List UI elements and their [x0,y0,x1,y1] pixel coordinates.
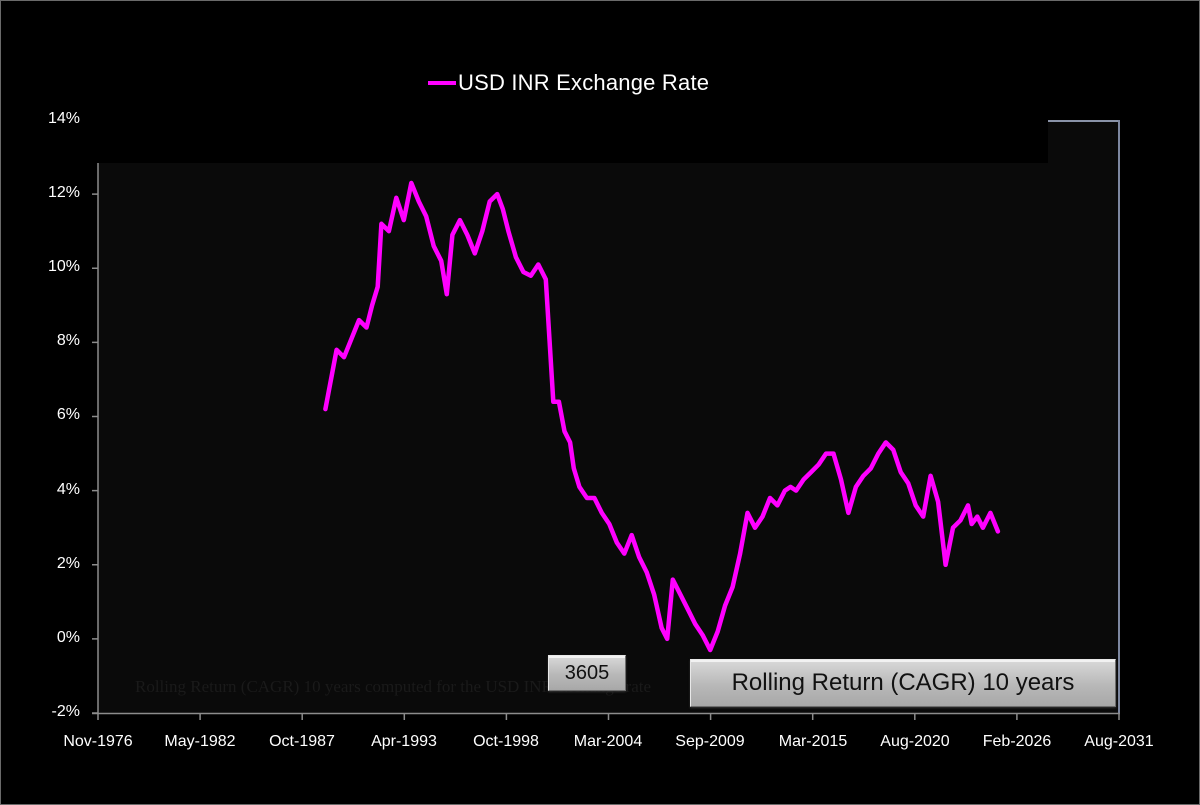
y-tick-label: 0% [56,629,80,646]
x-tick-label: Aug-2031 [1084,733,1154,750]
data-point-count-button[interactable]: 3605 [548,655,626,691]
series-line-usd-inr [323,180,1001,653]
x-tick-label: Oct-1998 [473,733,539,750]
x-tick-label: Feb-2026 [982,733,1052,750]
y-tick-label: 12% [47,184,80,201]
y-tick-label: 8% [56,332,80,349]
y-tick-label: 6% [56,406,80,423]
legend-label: USD INR Exchange Rate [458,70,710,95]
x-tick-label: Apr-1993 [371,733,437,750]
plot-border-right [1118,120,1120,713]
legend-swatch-usd-inr [428,81,456,85]
x-tick-label: Oct-1987 [269,733,335,750]
x-tick-label: Mar-2015 [778,733,848,750]
watermark-text: Rolling Return (CAGR) 10 years computed … [135,677,652,696]
x-tick-label: Mar-2004 [573,733,643,750]
plot-border-top [1048,120,1120,122]
plot-area [98,163,1119,713]
x-tick-label: Nov-1976 [63,733,133,750]
axes [92,163,1120,720]
y-tick-label: 2% [56,555,80,572]
chart-title-button[interactable]: Rolling Return (CAGR) 10 years [690,659,1116,707]
plot-area-top-strip [1048,120,1119,163]
y-tick-label: 10% [47,258,80,275]
x-tick-label: Aug-2020 [880,733,950,750]
x-tick-label: Sep-2009 [675,733,745,750]
y-tick-label: -2% [51,703,80,720]
y-tick-label: 4% [56,481,80,498]
x-tick-label: May-1982 [164,733,236,750]
chart-legend: USD INR Exchange Rate [428,68,709,98]
y-tick-label: 14% [47,110,80,127]
